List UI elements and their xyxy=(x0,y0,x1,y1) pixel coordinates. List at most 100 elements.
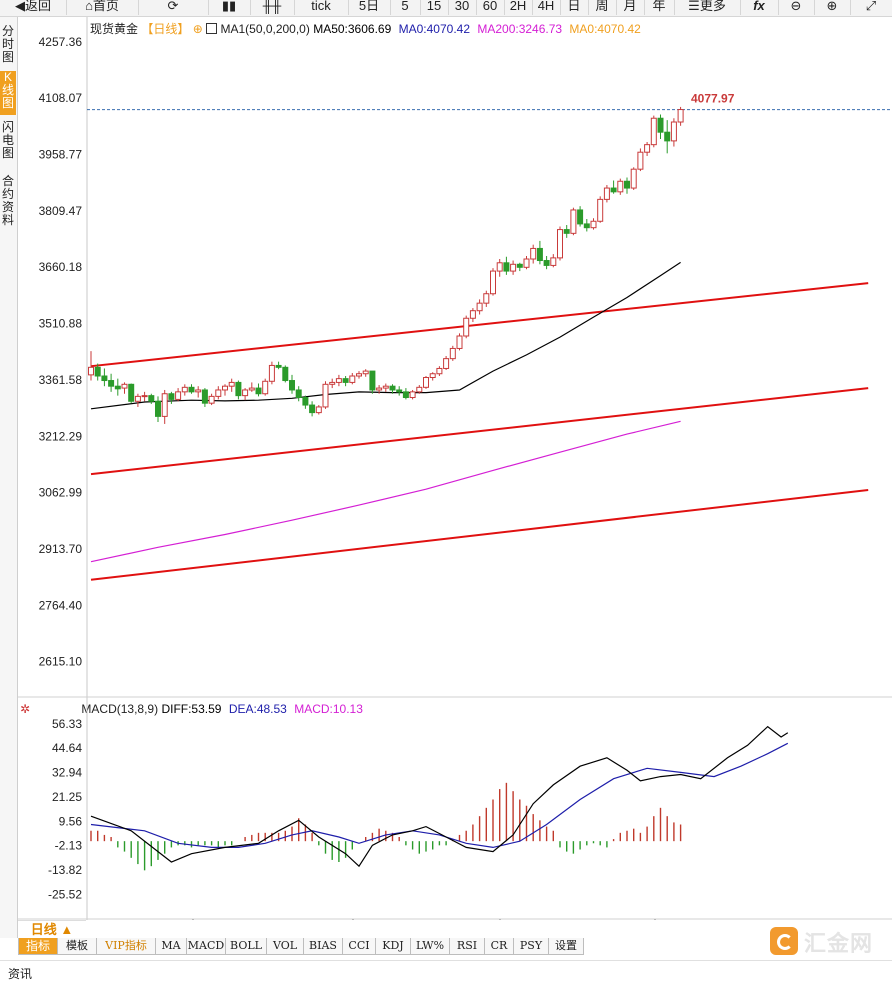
indicator-box-icon[interactable] xyxy=(206,23,218,34)
legend-toggle-icon[interactable]: ⊕ xyxy=(192,22,203,36)
sidebar-item-contract[interactable]: 合 约 资 料 xyxy=(1,174,14,227)
kline-chart[interactable]: 4257.36 4108.07 3958.77 3809.47 3660.18 3510.… xyxy=(18,17,892,920)
5day-button[interactable]: 5日 xyxy=(348,0,391,15)
candle-body xyxy=(302,397,309,406)
week-button[interactable]: 周 xyxy=(588,0,617,15)
day-button[interactable]: 日 xyxy=(560,0,589,15)
candle xyxy=(235,380,242,400)
sidebar-item-time-share[interactable]: 分 时 图 xyxy=(1,24,14,64)
candle-body xyxy=(128,383,135,402)
p30-button[interactable]: 30 xyxy=(448,0,477,15)
indicator-tab[interactable]: 指标 xyxy=(18,938,58,955)
candle xyxy=(429,372,436,381)
candle-body xyxy=(101,375,108,382)
candle xyxy=(309,401,316,417)
indicator-tab[interactable]: 模板 xyxy=(57,938,97,955)
price-tick-label: 3809.47 xyxy=(39,204,83,218)
back-button[interactable]: ◀返回 xyxy=(0,0,67,15)
candle xyxy=(215,386,222,400)
macd-tick-label: 9.56 xyxy=(59,814,83,828)
candle xyxy=(617,178,624,195)
zoom-in-button[interactable]: ⊕ xyxy=(814,0,851,15)
candle-body xyxy=(195,389,202,393)
candle-body xyxy=(597,198,604,222)
chart-type-sidebar: 分 时 图 K 线 图 闪 电 图 合 约 资 料 xyxy=(0,17,18,938)
indicator-tab[interactable]: MACD xyxy=(186,938,226,955)
price-legend: 现货黄金 【日线】 ⊕ MA1(50,0,200,0) MA50:3606.69… xyxy=(90,20,641,37)
candle-button[interactable]: ╫╫ xyxy=(250,0,295,15)
candle-body xyxy=(322,383,329,408)
candle xyxy=(141,391,148,402)
indicator-tab[interactable]: CCI xyxy=(342,938,376,955)
candle-body xyxy=(369,370,376,391)
price-tick-label: 2615.10 xyxy=(39,655,83,669)
candle xyxy=(389,384,396,394)
price-tick-label: 2913.70 xyxy=(39,542,83,556)
candle-body xyxy=(114,385,121,390)
candle xyxy=(670,118,677,147)
candle xyxy=(409,389,416,400)
candle-body xyxy=(664,131,671,142)
sidebar-item-kline[interactable]: K 线 图 xyxy=(0,71,16,115)
indicator-tab[interactable]: VOL xyxy=(266,938,304,955)
indicator-tab[interactable]: KDJ xyxy=(375,938,411,955)
candle xyxy=(376,385,383,394)
p4h-button[interactable]: 4H xyxy=(532,0,561,15)
indicator-tab[interactable]: BIAS xyxy=(303,938,343,955)
candle-body xyxy=(577,209,584,225)
p60-button[interactable]: 60 xyxy=(476,0,505,15)
indicator-tab[interactable]: BOLL xyxy=(225,938,267,955)
sidebar-item-flash[interactable]: 闪 电 图 xyxy=(1,120,14,160)
brand-logo-icon xyxy=(770,927,798,955)
formula-icon: fx xyxy=(753,0,765,13)
candle-body xyxy=(536,247,543,262)
indicator-tab[interactable]: MA xyxy=(155,938,187,955)
ma50-value: MA50:3606.69 xyxy=(313,22,392,36)
p2h-button[interactable]: 2H xyxy=(504,0,533,15)
price-tick-label: 3212.29 xyxy=(39,429,83,443)
candle xyxy=(496,259,503,277)
bar-chart-button[interactable]: ▮▮ xyxy=(208,0,251,15)
brand-logo: 汇金网 xyxy=(770,925,888,957)
candle-body xyxy=(201,389,208,404)
indicator-tab[interactable]: RSI xyxy=(449,938,485,955)
p15-button[interactable]: 15 xyxy=(420,0,449,15)
candlestick-icon: ╫╫ xyxy=(262,0,282,13)
candle-body xyxy=(215,389,222,397)
indicator-tab[interactable]: VIP指标 xyxy=(96,938,156,955)
more-button[interactable]: ☰更多 xyxy=(674,0,741,15)
price-tick-label: 3062.99 xyxy=(39,486,83,500)
candle-body xyxy=(570,209,577,234)
ma0-value: MA0:4070.42 xyxy=(398,22,470,36)
candle xyxy=(161,389,168,424)
news-label[interactable]: 资讯 xyxy=(8,967,33,981)
refresh-button[interactable]: ⟳ xyxy=(138,0,209,15)
formula-button[interactable]: fx xyxy=(740,0,779,15)
indicator-tab[interactable]: LW% xyxy=(410,938,450,955)
macd-settings-icon[interactable]: ✲ xyxy=(20,702,31,716)
p5-button[interactable]: 5 xyxy=(390,0,421,15)
month-button[interactable]: 月 xyxy=(616,0,645,15)
ma200-value: MA200:3246.73 xyxy=(477,22,563,36)
fullscreen-button[interactable]: ⤢ xyxy=(850,0,892,15)
candle xyxy=(275,361,282,370)
candle-body xyxy=(242,389,249,397)
candle xyxy=(490,268,496,296)
candle xyxy=(523,255,530,270)
macd-name: MACD(13,8,9) xyxy=(81,702,159,716)
candle xyxy=(356,371,362,379)
year-button[interactable]: 年 xyxy=(644,0,675,15)
macd-tick-label: 32.94 xyxy=(52,766,82,780)
indicator-tab[interactable]: 设置 xyxy=(548,938,584,955)
candle-body xyxy=(449,347,456,360)
candle-body xyxy=(516,263,523,268)
home-button[interactable]: ⌂首页 xyxy=(66,0,139,15)
period-selector[interactable]: 日线 ▲ xyxy=(18,920,86,939)
indicator-tab[interactable]: CR xyxy=(484,938,514,955)
channel-line-2 xyxy=(90,488,869,581)
indicator-tab[interactable]: PSY xyxy=(513,938,549,955)
candle-body xyxy=(88,366,94,376)
zoom-out-button[interactable]: ⊖ xyxy=(778,0,815,15)
candle xyxy=(463,315,470,339)
tick-button[interactable]: tick xyxy=(294,0,349,15)
